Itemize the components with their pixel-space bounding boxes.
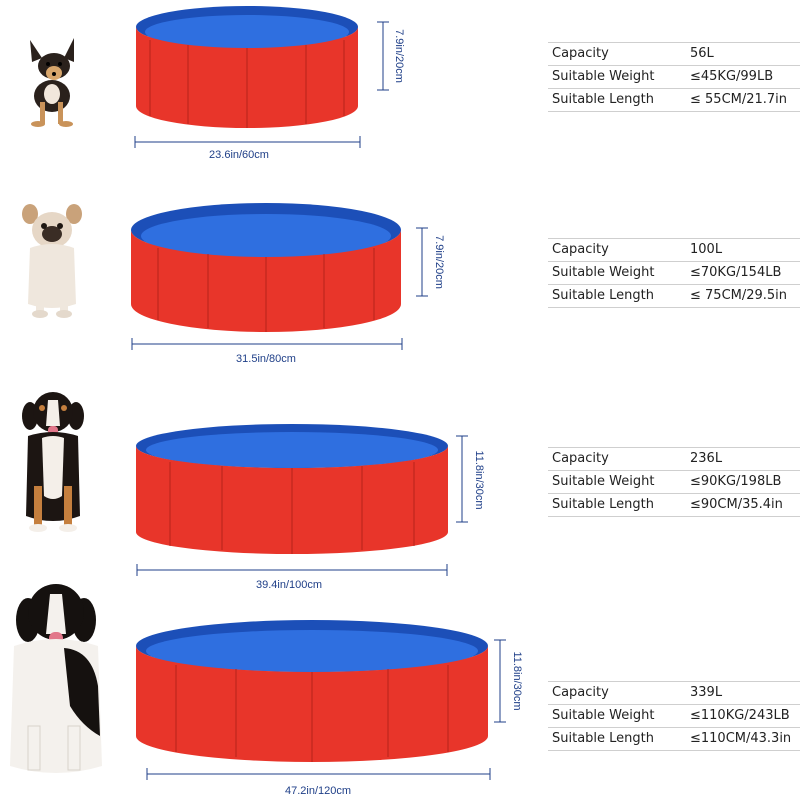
spec-label: Suitable Weight [552, 708, 655, 723]
newfoundland-dog-icon [10, 584, 102, 773]
spec-value: 56L [690, 46, 714, 61]
spec-row-length: Suitable Length ≤ 55CM/21.7in [548, 88, 800, 112]
spec-table: Capacity 100L Suitable Weight ≤70KG/154L… [548, 238, 800, 308]
pool-row-medium: 31.5in/80cm 7.9in/20cm Capacity 100L Sui… [0, 190, 800, 380]
spec-value: ≤110CM/43.3in [690, 731, 792, 746]
spec-table: Capacity 339L Suitable Weight ≤110KG/243… [548, 681, 800, 751]
spec-label: Suitable Length [552, 731, 655, 746]
spec-label: Capacity [552, 451, 609, 466]
spec-label: Suitable Weight [552, 265, 655, 280]
spec-value: ≤70KG/154LB [690, 265, 782, 280]
spec-value: 339L [690, 685, 723, 700]
pool-row-large: 39.4in/100cm 11.8in/30cm Capacity 236L S… [0, 380, 800, 591]
spec-value: ≤ 75CM/29.5in [690, 288, 788, 303]
pool-illustration: 39.4in/100cm 11.8in/30cm [136, 424, 485, 591]
spec-value: ≤90CM/35.4in [690, 497, 783, 512]
spec-label: Capacity [552, 242, 609, 257]
spec-label: Capacity [552, 46, 609, 61]
spec-label: Suitable Length [552, 92, 655, 107]
height-label: 7.9in/20cm [433, 235, 445, 289]
spec-label: Suitable Length [552, 497, 655, 512]
spec-label: Suitable Weight [552, 69, 655, 84]
spec-row-weight: Suitable Weight ≤45KG/99LB [548, 65, 800, 89]
spec-value: ≤90KG/198LB [690, 474, 782, 489]
pool-illustration: 23.6in/60cm 7.9in/20cm [134, 6, 405, 161]
spec-table: Capacity 236L Suitable Weight ≤90KG/198L… [548, 447, 800, 517]
spec-value: ≤ 55CM/21.7in [690, 92, 788, 107]
height-label: 7.9in/20cm [393, 29, 405, 83]
diameter-label: 31.5in/80cm [236, 353, 296, 365]
height-label: 11.8in/30cm [511, 651, 523, 710]
diameter-label: 39.4in/100cm [256, 579, 322, 591]
pool-illustration: 47.2in/120cm 11.8in/30cm [136, 620, 523, 797]
spec-label: Suitable Length [552, 288, 655, 303]
pool-illustration: 31.5in/80cm 7.9in/20cm [131, 203, 445, 365]
diameter-label: 47.2in/120cm [285, 785, 351, 797]
spec-value: ≤45KG/99LB [690, 69, 774, 84]
spec-row-capacity: Capacity 100L [548, 238, 800, 262]
french-bulldog-icon [22, 204, 82, 318]
spec-value: 236L [690, 451, 723, 466]
spec-row-length: Suitable Length ≤90CM/35.4in [548, 493, 800, 517]
spec-row-capacity: Capacity 236L [548, 447, 800, 471]
height-label: 11.8in/30cm [473, 450, 485, 509]
spec-row-capacity: Capacity 56L [548, 42, 800, 66]
diameter-label: 23.6in/60cm [209, 149, 269, 161]
pool-row-extra-large: 47.2in/120cm 11.8in/30cm Capacity 339L S… [0, 570, 800, 800]
spec-row-length: Suitable Length ≤110CM/43.3in [548, 727, 800, 751]
spec-label: Capacity [552, 685, 609, 700]
spec-table: Capacity 56L Suitable Weight ≤45KG/99LB … [548, 42, 800, 112]
spec-value: ≤110KG/243LB [690, 708, 790, 723]
spec-row-length: Suitable Length ≤ 75CM/29.5in [548, 284, 800, 308]
pool-row-small: 23.6in/60cm 7.9in/20cm Capacity 56L Suit… [0, 0, 800, 190]
spec-value: 100L [690, 242, 723, 257]
spec-row-weight: Suitable Weight ≤70KG/154LB [548, 261, 800, 285]
bernese-dog-icon [22, 392, 84, 532]
spec-row-weight: Suitable Weight ≤110KG/243LB [548, 704, 800, 728]
chihuahua-icon [30, 38, 74, 127]
spec-label: Suitable Weight [552, 474, 655, 489]
spec-row-weight: Suitable Weight ≤90KG/198LB [548, 470, 800, 494]
spec-row-capacity: Capacity 339L [548, 681, 800, 705]
